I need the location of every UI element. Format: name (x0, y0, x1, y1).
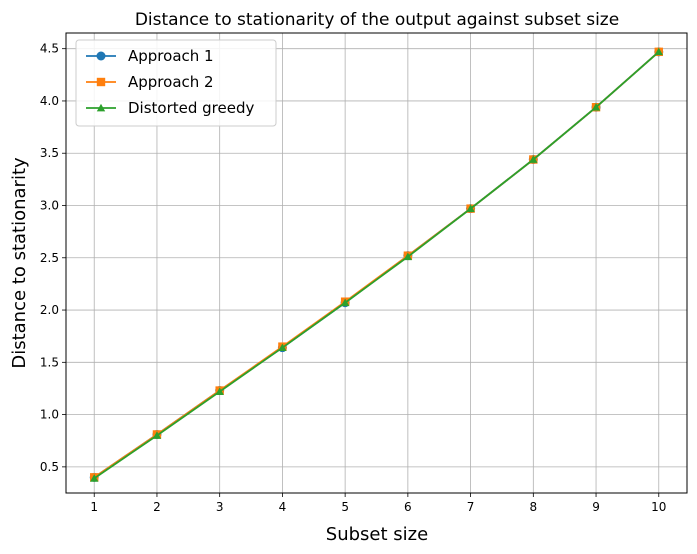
ticks: 1 2 3 4 5 6 7 8 9 10 0.5 1.0 1.5 2.0 2.5 3.0 3.5 4.0 4.5 (40, 42, 667, 514)
legend-label: Approach 2 (128, 73, 214, 91)
legend-item: Distorted greedy (86, 99, 254, 117)
x-tick-label: 4 (279, 500, 287, 514)
series-distorted-greedy (90, 47, 663, 482)
grid (66, 33, 687, 493)
y-tick-label: 4.5 (40, 42, 59, 56)
y-tick-label: 1.5 (40, 355, 59, 369)
x-axis-title: Subset size (326, 524, 428, 545)
y-tick-label: 3.5 (40, 146, 59, 160)
y-tick-label: 3.0 (40, 199, 59, 213)
x-tick-label: 6 (404, 500, 412, 514)
x-tick-label: 5 (341, 500, 349, 514)
data-point (591, 103, 601, 111)
x-tick-label: 7 (467, 500, 475, 514)
x-tick-label: 3 (216, 500, 224, 514)
chart-title: Distance to stationarity of the output a… (135, 10, 619, 30)
legend-item: Approach 1 (86, 47, 214, 65)
data-point (278, 343, 287, 352)
plot-frame (65, 32, 688, 494)
legend-item: Approach 2 (86, 73, 214, 91)
data-point (90, 474, 99, 482)
y-tick-label: 2.0 (40, 303, 59, 317)
data-point (654, 47, 663, 56)
data-point (215, 387, 224, 395)
data-point (403, 252, 413, 261)
y-tick-label: 2.5 (40, 251, 59, 265)
series-line (93, 51, 660, 480)
x-tick-label: 8 (529, 500, 537, 514)
y-tick-label: 0.5 (40, 460, 59, 474)
x-tick-label: 1 (90, 500, 98, 514)
legend: Approach 1 Approach 2 Distorted greedy (75, 39, 277, 127)
legend-box (75, 39, 277, 127)
legend-label: Distorted greedy (128, 99, 254, 117)
y-tick-label: 1.0 (40, 408, 59, 422)
legend-marker (96, 51, 106, 61)
y-tick-label: 4.0 (40, 94, 59, 108)
x-tick-label: 10 (651, 500, 666, 514)
x-tick-label: 2 (153, 500, 161, 514)
legend-marker (96, 103, 106, 112)
legend-label: Approach 1 (128, 47, 214, 65)
legend-marker (96, 77, 106, 87)
data-point (466, 204, 475, 212)
data-point (152, 431, 162, 439)
series-layer (89, 47, 664, 482)
data-point (529, 155, 538, 163)
data-point (340, 298, 350, 307)
y-axis-title: Distance to stationarity (9, 157, 30, 369)
x-tick-label: 9 (592, 500, 600, 514)
